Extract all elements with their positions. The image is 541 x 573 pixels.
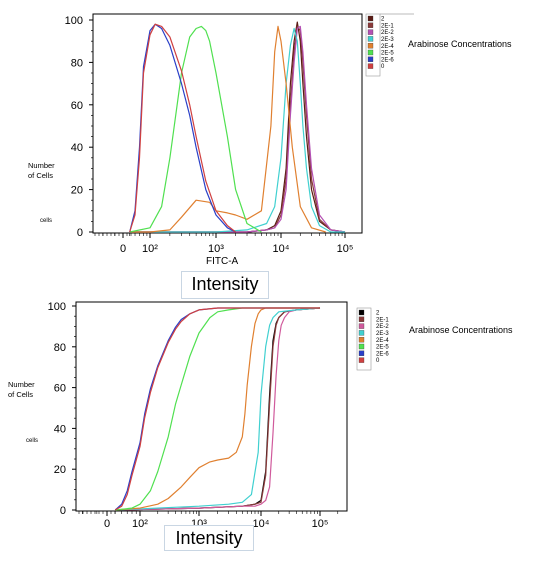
series-group-bottom (114, 307, 321, 511)
y-tick-label: 60 (54, 383, 66, 395)
x-axis-title-top: FITC-A (206, 256, 239, 267)
legend-swatch (367, 15, 374, 22)
y-tick-label: 0 (60, 505, 66, 517)
legend-swatch (358, 343, 365, 350)
legend-swatch (367, 29, 374, 35)
legend-label: 2E-5 (381, 51, 394, 57)
y-tick-label: 60 (71, 100, 83, 112)
x-tick-label: 10⁴ (253, 518, 270, 530)
y-axis-top: 0 20 40 60 80 100 (65, 15, 93, 239)
y-tick-label: 40 (71, 142, 83, 154)
legend-title-bottom: Arabinose Concentrations (409, 325, 513, 335)
x-tick-label: 10⁵ (312, 518, 329, 530)
legend-swatch (358, 337, 365, 343)
series-line-2e-5 (129, 25, 262, 233)
x-axis-top: 0 10² 10³ 10⁴ 10⁵ (94, 233, 354, 255)
legend-swatch (358, 357, 365, 363)
legend-label: 2E-2 (381, 30, 394, 36)
y-label-line2-bottom: of Cells (8, 390, 33, 399)
y-tick-label: 80 (54, 342, 66, 354)
legend-swatch (358, 323, 365, 329)
series-group-top (129, 21, 346, 233)
x-tick-label: 10⁴ (273, 243, 290, 255)
y-sub-bottom: cells (26, 438, 38, 444)
legend-label: 2E-1 (381, 23, 394, 29)
y-tick-label: 20 (71, 185, 83, 197)
legend-swatch (358, 316, 365, 322)
x-tick-label: 0 (120, 243, 126, 255)
series-line-2e-3 (129, 27, 345, 233)
series-line-2e-4 (115, 307, 320, 511)
y-sub-top: cells (40, 218, 52, 224)
series-line-2e-2 (115, 307, 321, 511)
legend-swatch (358, 309, 365, 316)
legend-swatch (367, 43, 374, 49)
legend-swatch (367, 49, 374, 56)
legend-bottom: 22E-12E-22E-32E-42E-52E-60 (358, 309, 389, 364)
plot-area-bottom (75, 301, 348, 512)
legend-label: 2E-3 (376, 331, 389, 337)
y-tick-label: 100 (48, 301, 66, 313)
intensity-caption-bottom: Intensity (164, 525, 254, 551)
legend-label: 2E-2 (376, 324, 389, 330)
y-label-line1-top: Number (28, 161, 55, 170)
legend-label: 2E-4 (381, 44, 394, 50)
series-line-2e-3 (115, 307, 321, 511)
y-label-line2-top: of Cells (28, 171, 53, 180)
y-axis-bottom: 0 20 40 60 80 100 (48, 301, 76, 517)
series-line-0 (129, 23, 236, 233)
y-label-line1-bottom: Number (8, 380, 35, 389)
y-tick-label: 40 (54, 423, 66, 435)
legend-label: 0 (376, 358, 380, 364)
legend-swatch (358, 350, 365, 356)
x-tick-label: 10³ (208, 243, 224, 255)
x-tick-label: 10² (142, 243, 158, 255)
x-tick-label: 10⁵ (337, 243, 354, 255)
plot-area-top (92, 13, 363, 234)
series-line-2e-4 (129, 25, 326, 233)
x-tick-label: 0 (104, 518, 110, 530)
legend-label: 2E-1 (376, 317, 389, 323)
y-tick-label: 80 (71, 57, 83, 69)
legend-swatch (367, 36, 374, 42)
intensity-caption-top: Intensity (181, 271, 269, 299)
legend-swatch (367, 22, 374, 28)
y-tick-label: 0 (77, 227, 83, 239)
legend-swatch (358, 330, 365, 336)
series-line-2e-5 (115, 307, 320, 511)
series-line-0 (114, 307, 320, 511)
legend-label: 2E-6 (381, 57, 394, 63)
y-tick-label: 100 (65, 15, 83, 27)
y-tick-label: 20 (54, 464, 66, 476)
legend-top: 22E-12E-22E-32E-42E-52E-60 (367, 15, 394, 70)
legend-swatch (367, 56, 374, 62)
legend-label: 0 (381, 64, 385, 70)
legend-label: 2E-3 (381, 37, 394, 43)
legend-label: 2 (381, 17, 385, 23)
x-tick-label: 10² (132, 518, 148, 530)
legend-swatch (367, 63, 374, 69)
legend-label: 2E-6 (376, 351, 389, 357)
legend-label: 2E-5 (376, 345, 389, 351)
legend-label: 2E-4 (376, 338, 389, 344)
legend-label: 2 (376, 311, 380, 317)
legend-title-top: Arabinose Concentrations (408, 39, 512, 49)
